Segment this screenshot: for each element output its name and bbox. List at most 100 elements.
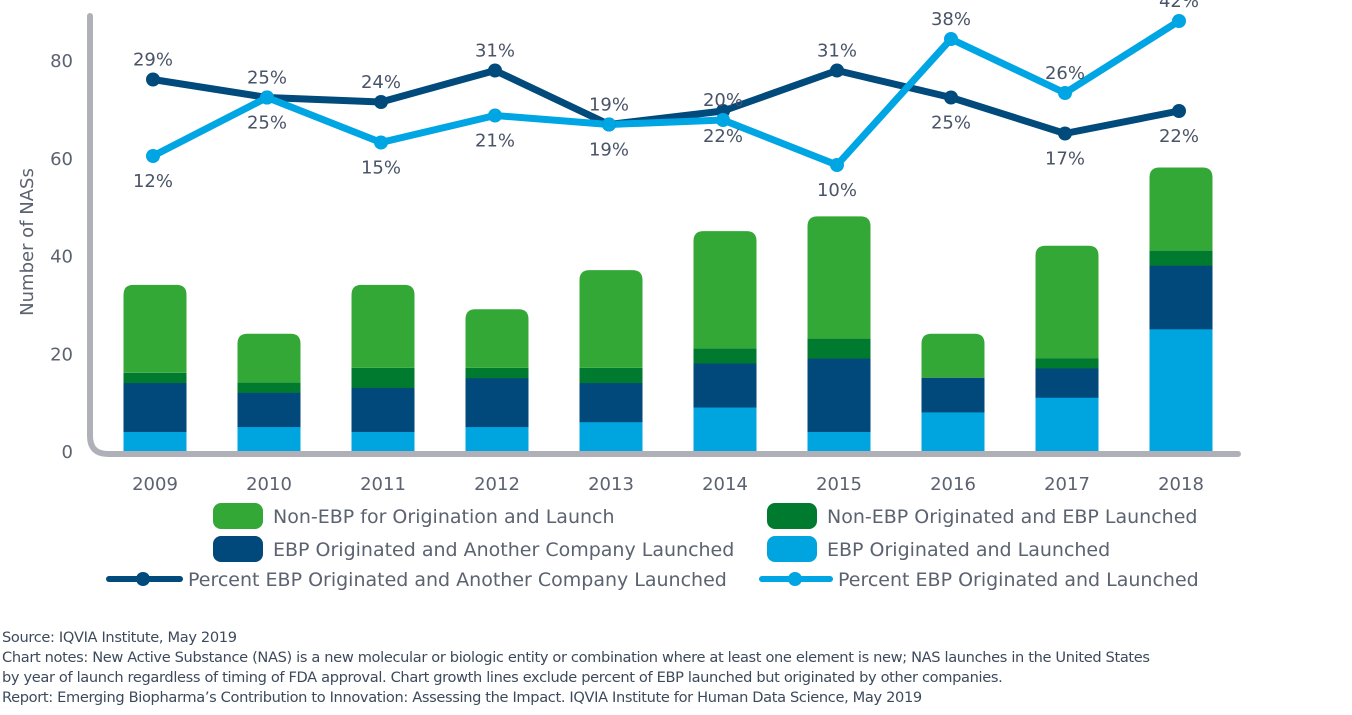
x-tick-label: 2018 — [1158, 474, 1204, 495]
bar-non-ebp-originated-and-ebp-launched-2018 — [1149, 250, 1213, 266]
stacked-bar-line-chart: 0 20 40 60 80 Number of NASs 2009 2010 2011 201… — [17, 0, 1241, 591]
line-data-label: 21% — [475, 131, 515, 152]
line-data-label: 24% — [361, 72, 401, 93]
bar-ebp-originated-and-launched-2009 — [123, 431, 187, 452]
line-point — [602, 117, 616, 132]
bar-ebp-originated-and-launched-2014 — [693, 407, 757, 452]
bar-stack-2015 — [807, 216, 871, 452]
bar-non-ebp-for-origination-and-launch-2010 — [237, 333, 301, 383]
line-data-label: 42% — [1159, 0, 1199, 12]
bar-ebp-originated-and-launched-2010 — [237, 426, 301, 452]
bar-ebp-originated-and-launched-2016 — [921, 411, 985, 452]
line-data-label: 15% — [361, 158, 401, 179]
bar-stack-2011 — [351, 284, 415, 452]
line-point — [146, 72, 160, 87]
bar-ebp-originated-and-another-company-launched-2015 — [807, 358, 871, 432]
line-data-label: 26% — [1045, 63, 1085, 84]
line-series-pct-other — [152, 67, 1180, 137]
x-tick-label: 2010 — [246, 474, 292, 495]
bar-ebp-originated-and-launched-2017 — [1035, 397, 1099, 452]
bar-non-ebp-for-origination-and-launch-2011 — [351, 284, 415, 368]
line-point — [716, 113, 730, 127]
line-data-label: 25% — [247, 68, 287, 89]
line-data-label: 12% — [133, 171, 173, 192]
bar-non-ebp-originated-and-ebp-launched-2013 — [579, 367, 643, 384]
line-data-label: 19% — [589, 95, 629, 116]
bar-non-ebp-for-origination-and-launch-2016 — [921, 333, 985, 378]
line-data-label: 25% — [931, 113, 971, 134]
y-axis-label: Number of NASs — [17, 168, 38, 316]
legend-dot-pct-other — [136, 572, 150, 586]
legend-label-pct-other: Percent EBP Originated and Another Compa… — [188, 569, 727, 591]
line-data-label: 22% — [1159, 126, 1199, 147]
line-data-label: 22% — [703, 126, 743, 147]
bar-stack-2017 — [1035, 245, 1099, 452]
chart-notes-line-2: by year of launch regardless of timing o… — [2, 669, 1003, 686]
line-point — [374, 135, 388, 150]
bar-non-ebp-originated-and-ebp-launched-2009 — [123, 372, 187, 384]
bar-ebp-originated-and-another-company-launched-2009 — [123, 382, 187, 432]
legend-dot-pct-launched — [788, 572, 802, 586]
legend-swatch-non-ebp-orig-ebp-launched — [767, 503, 817, 529]
bar-non-ebp-for-origination-and-launch-2013 — [579, 270, 643, 368]
bar-non-ebp-originated-and-ebp-launched-2012 — [465, 367, 529, 379]
bar-ebp-originated-and-another-company-launched-2014 — [693, 363, 757, 408]
x-tick-label: 2016 — [930, 474, 976, 495]
bar-ebp-originated-and-another-company-launched-2017 — [1035, 367, 1099, 398]
legend-swatch-non-ebp — [213, 503, 263, 529]
line-data-label: 19% — [589, 140, 629, 161]
line-point — [944, 32, 958, 46]
line-point — [260, 90, 274, 105]
line-data-label: 25% — [247, 113, 287, 134]
bar-stack-2012 — [465, 309, 529, 452]
line-point — [1058, 126, 1072, 141]
line-point — [944, 90, 958, 105]
y-tick-label: 40 — [50, 247, 73, 268]
bar-non-ebp-for-origination-and-launch-2014 — [693, 231, 757, 349]
line-point — [1058, 86, 1072, 100]
x-tick-label: 2015 — [816, 474, 862, 495]
chart-notes-line-1: Chart notes: New Active Substance (NAS) … — [2, 649, 1150, 666]
bar-non-ebp-for-origination-and-launch-2018 — [1149, 167, 1213, 251]
bar-ebp-originated-and-another-company-launched-2012 — [465, 377, 529, 428]
legend-label-pct-launched: Percent EBP Originated and Launched — [838, 569, 1199, 591]
legend-label-ebp-orig-other-launched: EBP Originated and Another Company Launc… — [273, 539, 734, 561]
legend: Non-EBP for Origination and Launch Non-E… — [106, 503, 1199, 591]
bar-ebp-originated-and-launched-2012 — [465, 426, 529, 452]
bar-ebp-originated-and-another-company-launched-2010 — [237, 392, 301, 428]
line-point — [830, 158, 844, 172]
line-data-label: 20% — [703, 90, 743, 111]
y-axis-ticks: 0 20 40 60 80 — [50, 51, 73, 463]
legend-label-non-ebp-orig-ebp-launched: Non-EBP Originated and EBP Launched — [827, 506, 1197, 528]
bar-non-ebp-originated-and-ebp-launched-2015 — [807, 338, 871, 359]
y-tick-label: 0 — [62, 442, 73, 463]
line-data-label: 31% — [817, 41, 857, 62]
bar-ebp-originated-and-another-company-launched-2016 — [921, 377, 985, 413]
bar-non-ebp-originated-and-ebp-launched-2011 — [351, 367, 415, 388]
line-point — [830, 63, 844, 78]
x-tick-label: 2011 — [360, 474, 406, 495]
line-point — [488, 63, 502, 78]
y-tick-label: 60 — [50, 149, 73, 170]
legend-label-ebp-orig-launched: EBP Originated and Launched — [827, 539, 1110, 561]
bar-stack-2013 — [579, 270, 643, 452]
bar-ebp-originated-and-another-company-launched-2013 — [579, 382, 643, 423]
line-point — [488, 108, 502, 123]
bar-ebp-originated-and-another-company-launched-2018 — [1149, 265, 1213, 330]
bar-non-ebp-for-origination-and-launch-2015 — [807, 216, 871, 339]
line-data-label: 10% — [817, 180, 857, 201]
bar-non-ebp-originated-and-ebp-launched-2014 — [693, 348, 757, 364]
bar-non-ebp-originated-and-ebp-launched-2010 — [237, 382, 301, 393]
line-data-label: 31% — [475, 41, 515, 62]
line-point — [1172, 14, 1186, 28]
bar-ebp-originated-and-another-company-launched-2011 — [351, 387, 415, 432]
bar-non-ebp-originated-and-ebp-launched-2017 — [1035, 358, 1099, 369]
source-text: Source: IQVIA Institute, May 2019 — [2, 629, 237, 646]
bar-non-ebp-for-origination-and-launch-2012 — [465, 309, 529, 368]
line-series-pct-launched — [151, 18, 1181, 169]
report-text: Report: Emerging Biopharma’s Contributio… — [2, 689, 922, 706]
bar-ebp-originated-and-launched-2015 — [807, 431, 871, 452]
line-point — [374, 95, 388, 109]
bar-stack-2018 — [1149, 167, 1213, 452]
line-data-label: 29% — [133, 50, 173, 71]
